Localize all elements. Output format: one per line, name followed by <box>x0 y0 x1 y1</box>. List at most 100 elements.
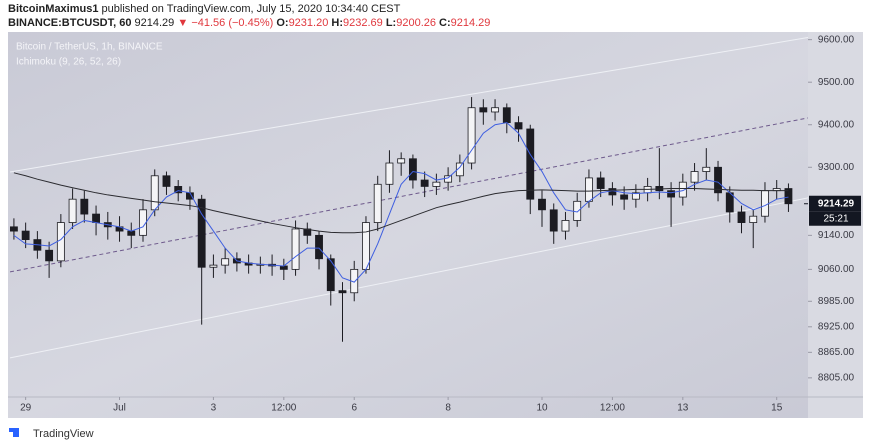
y-tick-label: 9600.00 <box>818 34 855 45</box>
x-tick-label: 29 <box>20 403 32 414</box>
candle-body <box>479 107 488 113</box>
candle-body <box>502 107 511 124</box>
header: BitcoinMaximus1 published on TradingView… <box>8 2 490 30</box>
y-tick-label: 8805.00 <box>818 372 855 383</box>
candle-body <box>761 190 769 217</box>
y-tick-label: 9140.00 <box>818 230 855 241</box>
candle-body <box>45 249 54 262</box>
y-tick-label: 9400.00 <box>818 119 855 130</box>
candle-body <box>573 200 582 221</box>
x-tick-label: 8 <box>445 403 451 414</box>
ohlc-value: 9232.69 <box>343 17 383 29</box>
candle-body <box>315 234 323 260</box>
indicator-label: Ichimoku (9, 26, 52, 26) <box>16 57 121 68</box>
candle-body <box>221 258 230 266</box>
candle-body <box>585 177 593 202</box>
candle-body <box>127 230 136 236</box>
candle-body <box>749 215 758 223</box>
candle-body <box>92 213 100 223</box>
candle-body <box>373 183 382 223</box>
channel-line <box>10 117 808 273</box>
ohlc-label: H: <box>331 17 343 29</box>
candle-body <box>432 181 441 187</box>
candle-body <box>174 186 183 194</box>
candle-body <box>326 258 335 292</box>
plot <box>10 37 808 359</box>
candle-body <box>444 175 453 183</box>
x-tick-label: 3 <box>211 403 217 414</box>
y-tick-label: 8985.00 <box>818 296 855 307</box>
candle-body <box>784 188 793 205</box>
candle-body <box>514 122 523 130</box>
candle-body <box>467 107 476 164</box>
candle-body <box>397 158 406 164</box>
arrow: ▼ <box>177 17 189 29</box>
y-tick-label: 8865.00 <box>818 347 855 358</box>
chart-title: Bitcoin / TetherUS, 1h, BINANCE <box>16 42 163 53</box>
candle-body <box>80 198 89 215</box>
price-tag <box>809 195 861 212</box>
footer-logo: TradingView <box>9 428 94 440</box>
header-line-1: BitcoinMaximus1 published on TradingView… <box>8 2 490 16</box>
ohlc-value: 9200.26 <box>396 17 436 29</box>
candle-body <box>620 194 629 200</box>
candle-body <box>10 226 18 232</box>
candle-body <box>291 228 300 270</box>
channel-line <box>10 37 808 173</box>
x-tick-label: 13 <box>677 403 689 414</box>
price-tag-label: 9214.29 <box>818 198 855 209</box>
candle-body <box>209 264 218 268</box>
candle-body <box>737 211 746 223</box>
candle-body <box>526 128 535 200</box>
candle-body <box>491 107 499 113</box>
candle-body <box>56 222 65 262</box>
candle-body <box>362 222 370 270</box>
candle-body <box>408 158 417 181</box>
candle-body <box>714 166 722 194</box>
countdown: 25:21 <box>823 213 848 224</box>
author[interactable]: BitcoinMaximus1 <box>8 3 99 15</box>
ohlc-label: C: <box>439 17 451 29</box>
ohlc-label: O: <box>276 17 289 29</box>
candle-body <box>690 171 699 183</box>
candle-body <box>338 290 347 294</box>
countdown-box <box>809 211 861 226</box>
published: published on TradingView.com, July 15, 2… <box>101 3 401 15</box>
candle-body <box>549 209 558 232</box>
x-tick-label: 15 <box>771 403 783 414</box>
candle-body <box>538 198 546 211</box>
ohlc-value: 9231.20 <box>288 17 329 29</box>
price: 9214.29 <box>134 17 175 29</box>
candle-body <box>631 192 640 200</box>
x-tick-label: Jul <box>113 403 126 414</box>
brand[interactable]: TradingView <box>33 428 94 440</box>
candle-body <box>197 198 206 268</box>
candle-body <box>279 265 288 270</box>
change: −41.56 (−0.45%) <box>191 17 274 29</box>
candle-body <box>702 166 711 172</box>
axes: 9600.00 9500.00 9400.00 9300.00 9140.00 9060.… <box>20 34 861 414</box>
candle-body <box>455 162 464 177</box>
candle-body <box>608 188 617 196</box>
candle-body <box>150 175 159 211</box>
candle-body <box>385 162 394 185</box>
y-tick-label: 9060.00 <box>818 264 855 275</box>
candle-body <box>21 230 30 240</box>
x-tick-label: 12:00 <box>271 403 296 414</box>
indicator-line <box>13 172 789 234</box>
ohlc-label: L: <box>385 17 397 29</box>
x-tick-label: 12:00 <box>600 403 625 414</box>
candle-body <box>678 181 687 198</box>
x-tick-label: 6 <box>351 403 357 414</box>
y-tick-label: 9300.00 <box>818 162 855 173</box>
candle-body <box>667 190 676 198</box>
header-line-2: BINANCE:BTCUSDT, 60 9214.29 ▼ −41.56 (−0… <box>8 16 490 30</box>
symbol: BINANCE:BTCUSDT, 60 <box>8 17 132 29</box>
ohlc-value: 9214.29 <box>450 17 491 29</box>
y-tick-label: 9500.00 <box>818 77 855 88</box>
candle-body <box>162 175 171 187</box>
candle-body <box>596 177 605 189</box>
chart-background <box>8 32 863 418</box>
